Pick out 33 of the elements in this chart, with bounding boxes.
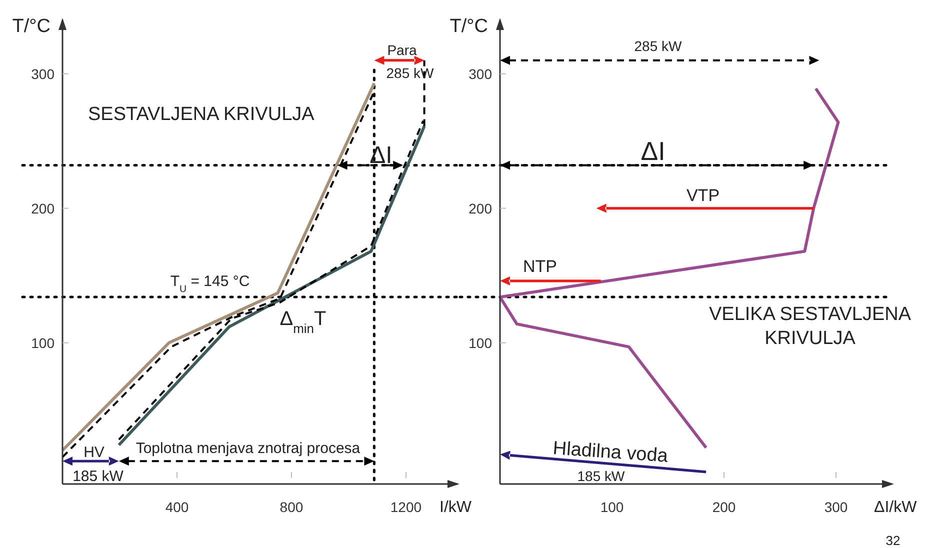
x-tick-label: 100 (600, 499, 624, 515)
y-axis-title: T/°C (450, 16, 488, 37)
annotation: 285 kW (386, 65, 435, 81)
x-tick-label: 1200 (390, 499, 422, 515)
y-tick-label: 100 (468, 334, 492, 351)
text: SESTAVLJENA KRIVULJA (88, 104, 315, 125)
x-axis-title: I/kW (440, 499, 472, 516)
annotation: VTP (686, 186, 720, 205)
annotation: Hladilna voda (552, 438, 669, 468)
y-tick-label: 200 (31, 200, 55, 216)
y-axis-title: T/°C (12, 16, 50, 37)
x-tick-label: 800 (280, 499, 304, 515)
annotation: ΔI (370, 142, 392, 169)
annotation: Para (387, 42, 417, 58)
annotation: Δ$_{min}$T (280, 308, 326, 336)
annotation: Toplotna menjava znotraj procesa (136, 440, 361, 457)
annotation: HV (84, 444, 104, 461)
annotation: NTP (523, 257, 557, 276)
x-tick-label: 400 (165, 499, 189, 515)
text: 32 (886, 533, 900, 548)
y-tick-label: 300 (31, 66, 55, 82)
x-tick-label: 300 (824, 499, 848, 515)
x-tick-label: 200 (712, 499, 736, 515)
annotation: T$_{U}$ = 145 °C (170, 273, 250, 294)
text: VELIKA SESTAVLJENA KRIVULJA (708, 304, 912, 349)
y-tick-label: 100 (31, 334, 55, 351)
annotation: ΔI (640, 136, 666, 166)
annotation: 185 kW (577, 468, 626, 484)
annotation: 185 kW (72, 468, 124, 485)
annotation: 285 kW (634, 38, 683, 54)
x-axis-title: ΔI/kW (874, 499, 918, 516)
y-tick-label: 300 (468, 66, 492, 82)
y-tick-label: 200 (468, 200, 492, 216)
